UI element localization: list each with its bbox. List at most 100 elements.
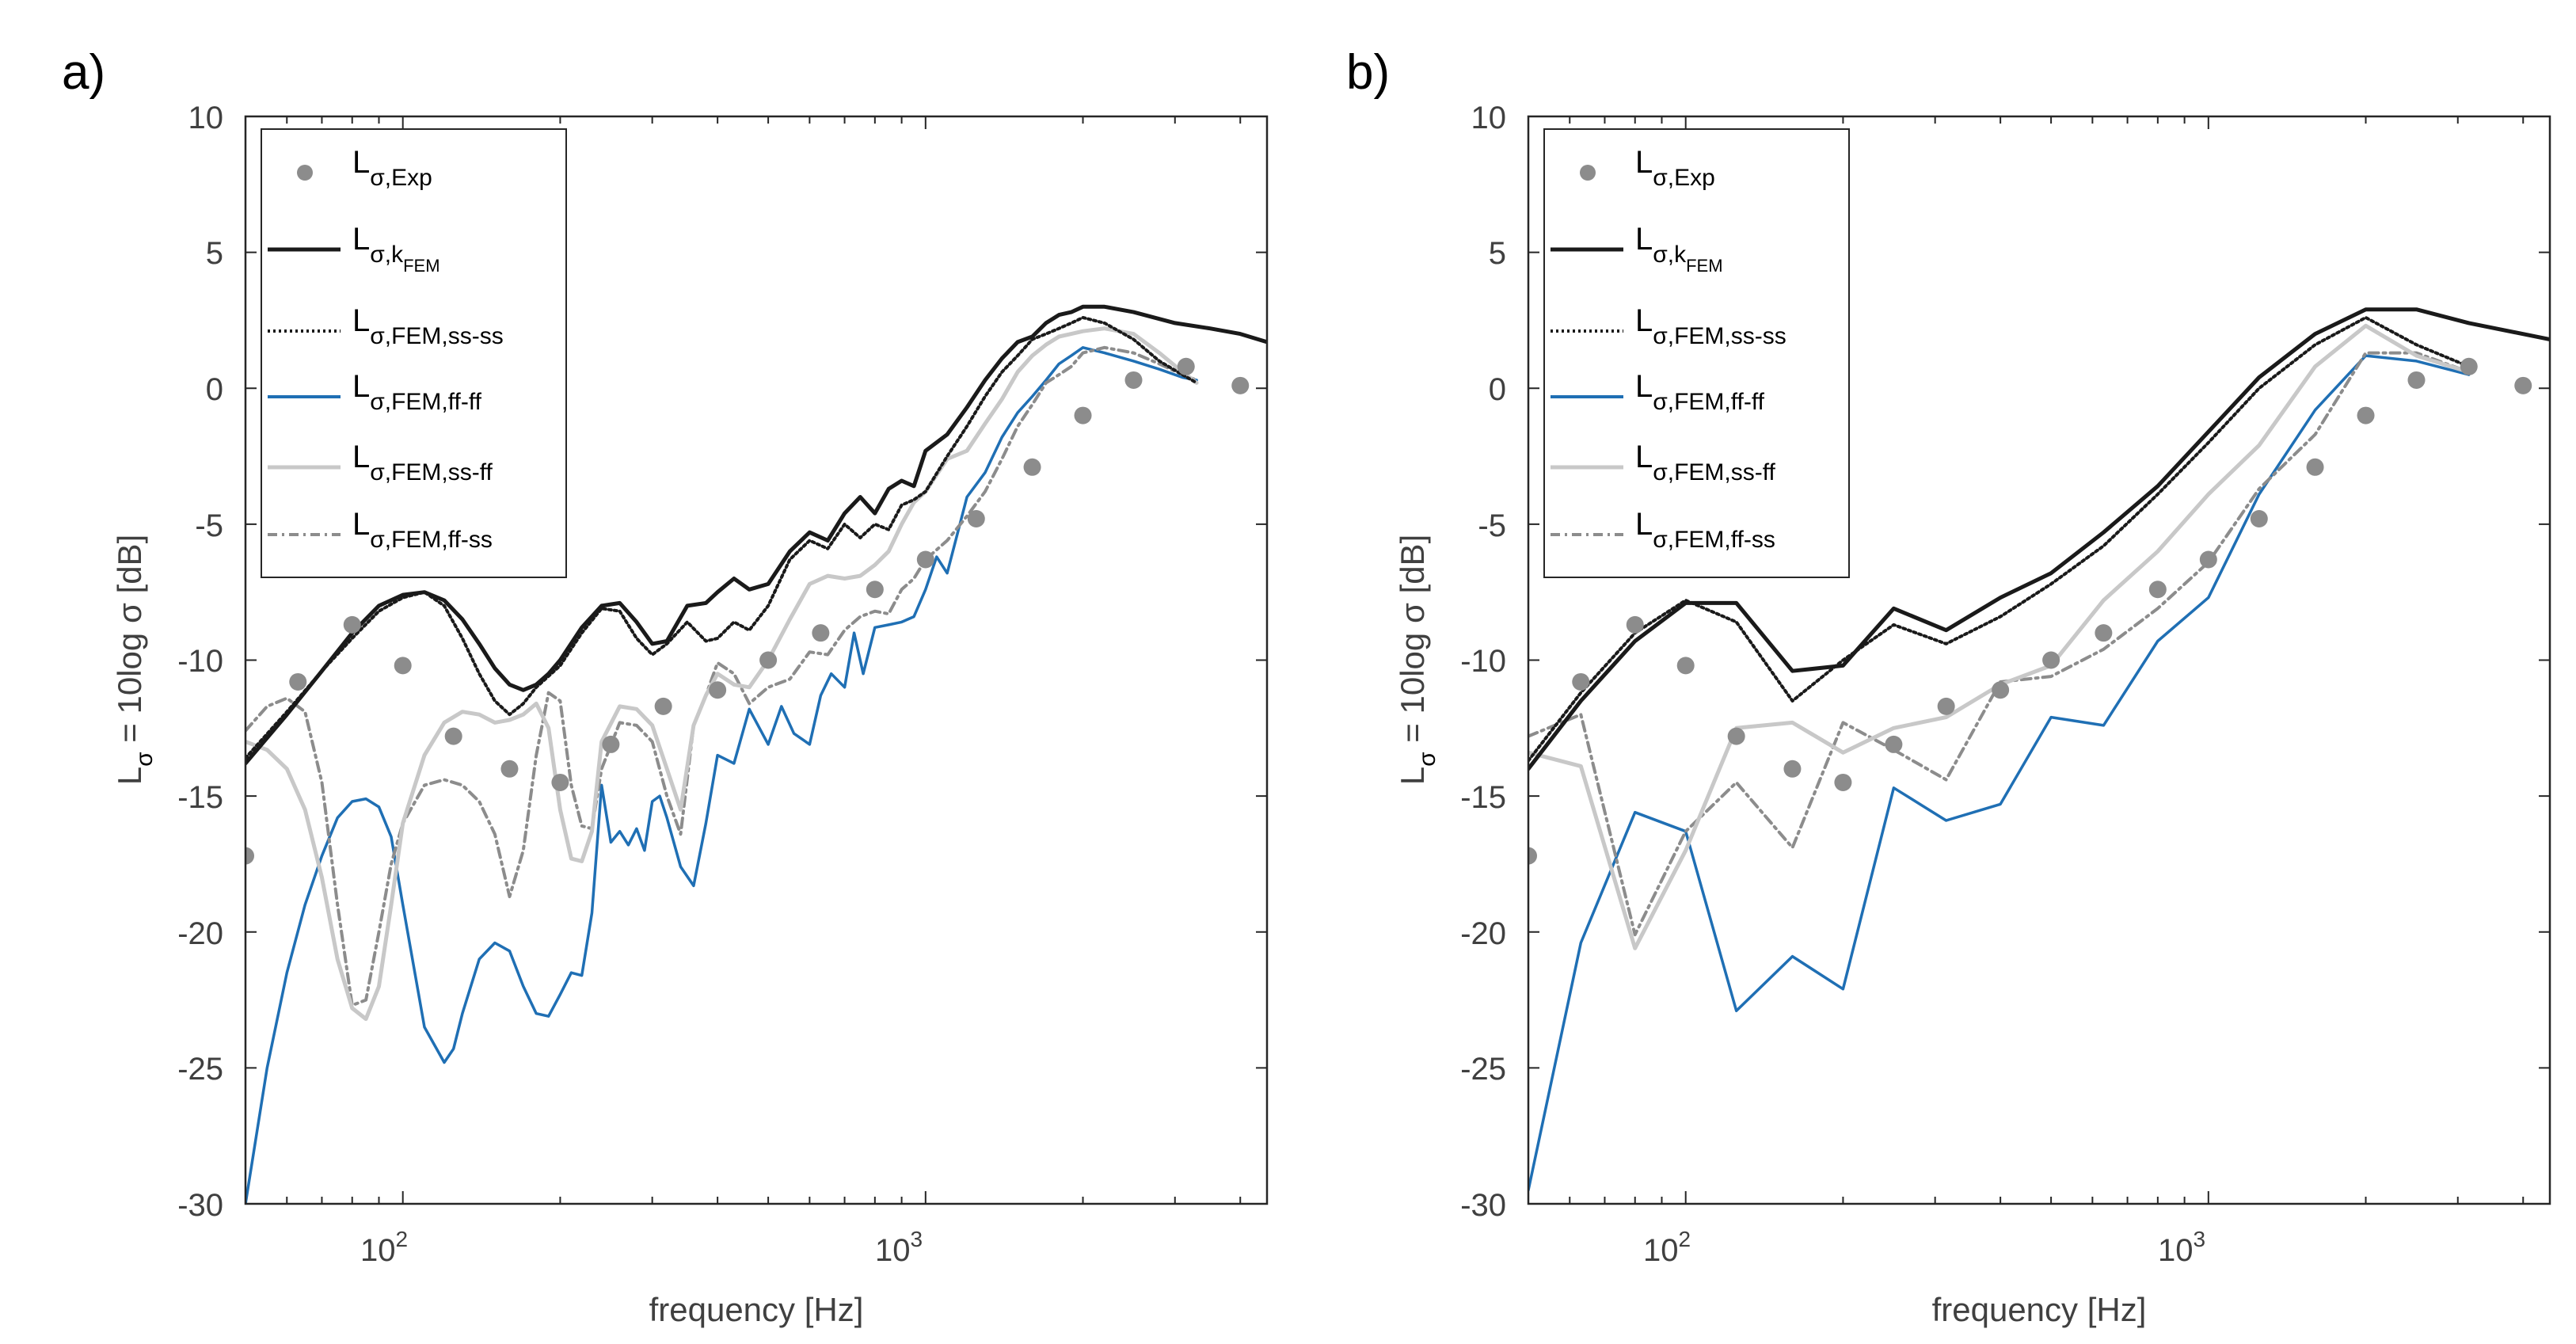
data-point-exp bbox=[1231, 376, 1250, 394]
data-point-exp bbox=[709, 681, 727, 699]
series-layer bbox=[1528, 307, 2576, 1192]
data-point-exp bbox=[1676, 657, 1695, 675]
legend-box bbox=[1543, 128, 1850, 578]
x-tick-labels: 102 103 bbox=[1643, 1227, 2205, 1268]
y-tick-label: 10 bbox=[188, 101, 224, 135]
y-tick-labels: 10 5 0 -5 -10 -15 -20 -25 -30 bbox=[177, 101, 223, 1223]
data-point-exp bbox=[2095, 624, 2113, 642]
data-point-exp bbox=[2514, 376, 2532, 394]
legend-label-ff-ss: Lσ,FEM,ff-ss bbox=[352, 507, 493, 553]
data-point-exp bbox=[967, 510, 985, 528]
x-axis-label: frequency [Hz] bbox=[1932, 1291, 2147, 1328]
data-point-exp bbox=[343, 615, 361, 634]
series-line-k-fem bbox=[1528, 307, 2550, 771]
legend-label-ss-ff: Lσ,FEM,ss-ff bbox=[1635, 440, 1776, 485]
data-point-exp bbox=[2407, 371, 2426, 389]
legend-swatch-exp bbox=[297, 165, 313, 181]
y-tick-labels: 10 5 0 -5 -10 -15 -20 -25 -30 bbox=[1460, 101, 1506, 1223]
data-point-exp bbox=[1937, 697, 1955, 715]
axes-box bbox=[1527, 115, 2551, 1205]
axes-box bbox=[244, 115, 1269, 1205]
legend-label-ff-ff: Lσ,FEM,ff-ff bbox=[1635, 369, 1765, 415]
data-point-exp bbox=[916, 550, 934, 569]
y-tick-label: 0 bbox=[1489, 372, 1506, 407]
data-point-exp bbox=[289, 672, 307, 691]
series-line-ff-ff bbox=[245, 346, 1198, 1204]
data-point-exp bbox=[2565, 371, 2576, 389]
legend-label-ff-ss: Lσ,FEM,ff-ss bbox=[1635, 507, 1775, 553]
data-point-exp bbox=[1528, 847, 1537, 865]
y-tick-label: 0 bbox=[206, 372, 223, 407]
series-line-ss-ff bbox=[245, 326, 1199, 1022]
data-point-exp bbox=[2042, 651, 2060, 669]
y-tick-label: -5 bbox=[195, 508, 223, 543]
y-tick-label: -10 bbox=[1460, 644, 1506, 679]
y-tick-label: -25 bbox=[177, 1052, 223, 1087]
legend-label-exp: Lσ,Exp bbox=[1635, 145, 1715, 191]
data-point-exp bbox=[245, 847, 254, 865]
y-tick-label: -15 bbox=[177, 780, 223, 815]
data-point-exp bbox=[1124, 371, 1143, 389]
x-tick-labels: 102 103 bbox=[360, 1227, 923, 1268]
data-point-exp bbox=[1074, 406, 1092, 425]
series-layer bbox=[245, 304, 1299, 1204]
x-tick-label-100: 102 bbox=[1643, 1227, 1691, 1268]
data-point-exp bbox=[2199, 550, 2217, 569]
data-point-exp bbox=[866, 581, 884, 599]
data-point-exp bbox=[2357, 406, 2375, 425]
data-point-exp bbox=[1282, 371, 1299, 389]
data-point-exp bbox=[1834, 773, 1852, 791]
data-point-exp bbox=[444, 727, 462, 745]
data-point-exp bbox=[551, 773, 569, 791]
legend-label-k-fem: Lσ,kFEM bbox=[1635, 222, 1723, 276]
legend-box bbox=[261, 128, 567, 578]
series-line-ss-ss bbox=[245, 316, 1199, 760]
x-tick-label-1000: 103 bbox=[2158, 1227, 2205, 1268]
y-tick-label: -25 bbox=[1460, 1052, 1506, 1087]
y-tick-label: -30 bbox=[1460, 1188, 1506, 1223]
y-tick-label: 5 bbox=[206, 236, 223, 271]
x-tick-label-100: 102 bbox=[360, 1227, 408, 1268]
legend-label-ss-ff: Lσ,FEM,ss-ff bbox=[352, 440, 493, 485]
data-point-exp bbox=[1023, 458, 1041, 476]
legend-label-ss-ss: Lσ,FEM,ss-ss bbox=[352, 303, 504, 349]
axis-ticks bbox=[1528, 116, 2550, 1205]
data-point-exp bbox=[394, 657, 412, 675]
y-tick-label: -20 bbox=[177, 916, 223, 951]
data-point-exp bbox=[1727, 727, 1745, 745]
data-point-exp bbox=[2250, 510, 2268, 528]
y-tick-label: 5 bbox=[1489, 236, 1506, 271]
panel-a-label: a) bbox=[62, 45, 105, 100]
data-point-exp bbox=[2460, 357, 2478, 375]
legend: Lσ,Exp Lσ,kFEM Lσ,FEM,ss-ss Lσ,FEM,ff-ff… bbox=[261, 128, 567, 578]
data-point-exp bbox=[1177, 357, 1195, 375]
panel-b-label: b) bbox=[1346, 45, 1390, 100]
data-point-exp bbox=[1783, 760, 1802, 778]
legend-label-k-fem: Lσ,kFEM bbox=[352, 222, 440, 276]
legend-swatch-exp bbox=[1580, 165, 1596, 181]
data-point-exp bbox=[812, 624, 830, 642]
x-axis-label: frequency [Hz] bbox=[649, 1291, 864, 1328]
data-point-exp bbox=[654, 697, 672, 715]
series-line-k-fem bbox=[245, 304, 1267, 766]
series-line-ss-ss bbox=[1528, 316, 2471, 763]
y-tick-label: -5 bbox=[1478, 508, 1506, 543]
y-tick-label: -20 bbox=[1460, 916, 1506, 951]
data-point-exp bbox=[2148, 581, 2167, 599]
data-point-exp bbox=[2306, 458, 2324, 476]
y-axis-label: Lσ = 10log σ [dB] bbox=[111, 535, 158, 785]
data-point-exp bbox=[500, 760, 519, 778]
y-tick-label: -30 bbox=[177, 1188, 223, 1223]
panel-a: a) 10 5 0 -5 -10 -15 -20 -25 -30 102 103… bbox=[62, 45, 1299, 1328]
y-axis-label: Lσ = 10log σ [dB] bbox=[1394, 535, 1440, 785]
x-tick-label-1000: 103 bbox=[875, 1227, 923, 1268]
data-point-exp bbox=[1992, 681, 2010, 699]
legend-label-ff-ff: Lσ,FEM,ff-ff bbox=[352, 369, 482, 415]
legend-label-exp: Lσ,Exp bbox=[352, 145, 432, 191]
legend: Lσ,Exp Lσ,kFEM Lσ,FEM,ss-ss Lσ,FEM,ff-ff… bbox=[1543, 128, 1850, 578]
legend-label-ss-ss: Lσ,FEM,ss-ss bbox=[1635, 303, 1786, 349]
y-tick-label: -15 bbox=[1460, 780, 1506, 815]
data-point-exp bbox=[1626, 615, 1644, 634]
data-point-exp bbox=[759, 651, 778, 669]
